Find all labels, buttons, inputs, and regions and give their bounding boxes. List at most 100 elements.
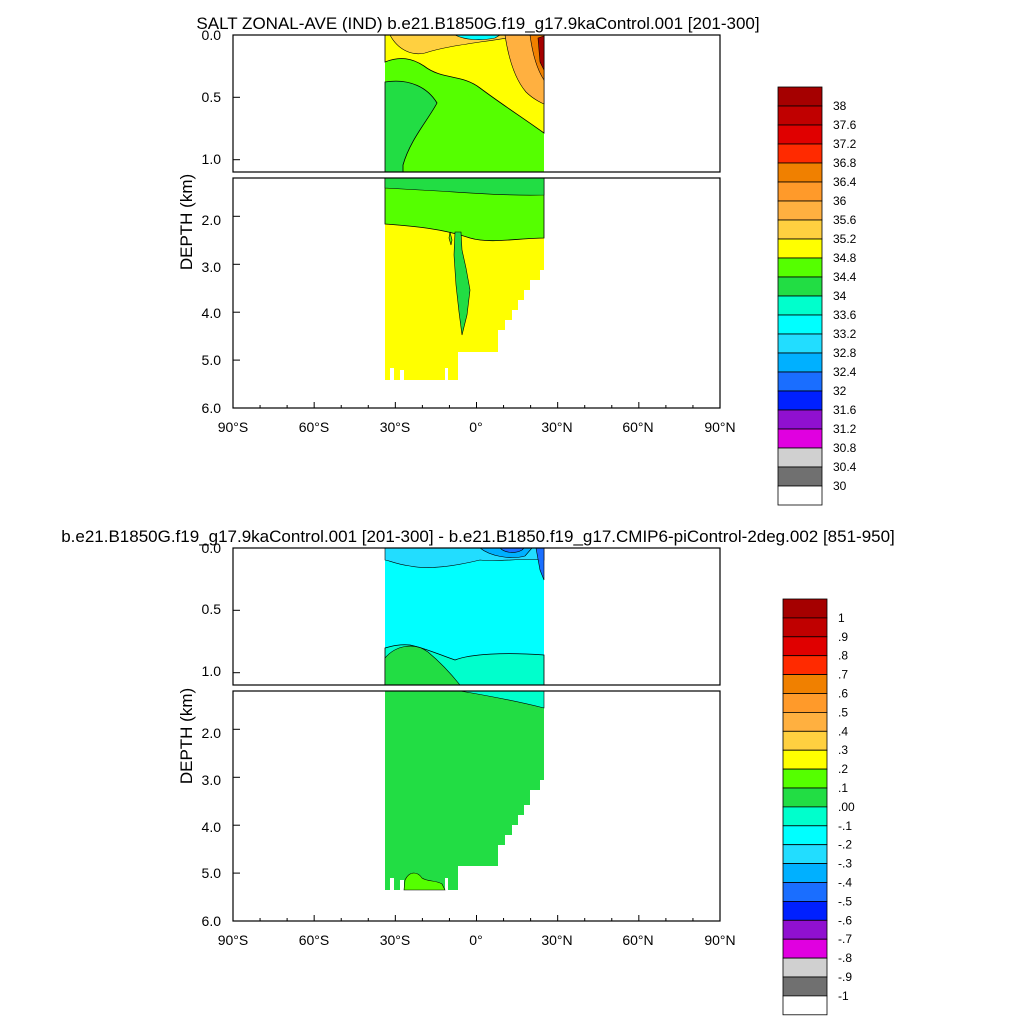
- colorbar-segment: [777, 352, 823, 373]
- contour-region: [537, 35, 545, 71]
- salt-zonal-average-panel: SALT ZONAL-AVE (IND) b.e21.B1850G.f19_g1…: [177, 14, 857, 506]
- x-tick-label: 30°N: [541, 419, 572, 435]
- colorbar-segment: [777, 143, 823, 164]
- colorbar-label: .9: [838, 630, 848, 644]
- x-tick-label: 30°S: [380, 419, 411, 435]
- y-tick-label: 1.0: [202, 663, 222, 679]
- x-tick-label: 60°N: [622, 932, 653, 948]
- colorbar-segment: [777, 86, 823, 107]
- colorbar-label: 31.2: [833, 422, 857, 436]
- contour-region: [459, 690, 545, 709]
- chart-title: SALT ZONAL-AVE (IND) b.e21.B1850G.f19_g1…: [196, 14, 759, 33]
- colorbar-segment: [777, 371, 823, 392]
- x-tick-label: 90°S: [218, 932, 249, 948]
- colorbar-label: -.4: [838, 876, 852, 890]
- contour-region: [384, 177, 545, 196]
- y-tick-label: 5.0: [202, 352, 222, 368]
- colorbar-label: .4: [838, 724, 848, 738]
- contour-region: [384, 645, 461, 686]
- colorbar-label: 34: [833, 289, 847, 303]
- contour-region: [453, 231, 471, 336]
- upper-plot-frame: [232, 34, 721, 173]
- colorbar-label: -.7: [838, 932, 852, 946]
- y-axis-label: DEPTH (km): [177, 688, 196, 784]
- x-tick-label: 0°: [469, 419, 482, 435]
- x-tick-label: 60°S: [299, 932, 330, 948]
- colorbar-segment: [782, 749, 828, 770]
- y-tick-label: 2.0: [202, 212, 222, 228]
- y-tick-label: 0.5: [202, 601, 222, 617]
- y-tick-marks: [233, 34, 240, 409]
- y-tick-label: 3.0: [202, 772, 222, 788]
- contour-region: [454, 34, 502, 40]
- plot-area-upper: [232, 34, 721, 173]
- colorbar-segment: [782, 938, 828, 959]
- colorbar-label: -.3: [838, 857, 852, 871]
- y-axis-label: DEPTH (km): [177, 174, 196, 270]
- x-tick-label: 90°N: [704, 419, 735, 435]
- y-tick-label: 2.0: [202, 725, 222, 741]
- colorbar-segment: [777, 466, 823, 487]
- colorbar-label: 38: [833, 99, 847, 113]
- colorbar-segment: [777, 333, 823, 354]
- colorbar-segment: [782, 844, 828, 865]
- colorbar-segment: [782, 806, 828, 827]
- y-tick-label: 6.0: [202, 913, 222, 929]
- colorbar-label: 32.8: [833, 346, 857, 360]
- x-tick-label: 90°S: [218, 419, 249, 435]
- colorbar-label: .6: [838, 687, 848, 701]
- x-tick-label: 90°N: [704, 932, 735, 948]
- colorbar-label: 36.4: [833, 175, 857, 189]
- y-tick-label: 1.0: [202, 151, 222, 167]
- colorbar-label: .1: [838, 781, 848, 795]
- x-axis: 90°S 60°S 30°S 0° 30°N 60°N 90°N: [218, 402, 736, 435]
- colorbar-label: -.9: [838, 970, 852, 984]
- colorbar-label: 36: [833, 194, 847, 208]
- y-tick-label: 0.5: [202, 89, 222, 105]
- colorbar-segment: [777, 181, 823, 202]
- colorbar-segment: [777, 124, 823, 145]
- colorbar-label: 34.4: [833, 270, 857, 284]
- colorbar-label: -.8: [838, 951, 852, 965]
- x-tick-marks: [232, 402, 721, 408]
- colorbar-segment: [782, 674, 828, 694]
- colorbar-segment: [782, 901, 828, 921]
- colorbar-label: .7: [838, 668, 848, 682]
- colorbar-label: 30.8: [833, 441, 857, 455]
- colorbar-segment: [777, 276, 823, 297]
- colorbar-segment: [777, 447, 823, 468]
- salt-difference-panel: b.e21.B1850G.f19_g17.9kaControl.001 [201…: [61, 527, 895, 1016]
- colorbar-segment: [782, 882, 828, 902]
- upper-plot-frame: [232, 547, 721, 686]
- colorbar-segment: [782, 636, 828, 657]
- colorbar-segment: [777, 485, 823, 506]
- colorbar-label: -.5: [838, 894, 852, 908]
- colorbar-label: 34.8: [833, 251, 857, 265]
- colorbar-label: .5: [838, 705, 848, 719]
- colorbar-label: .3: [838, 743, 848, 757]
- colorbar-label: .8: [838, 649, 848, 663]
- colorbar-segment: [782, 957, 828, 978]
- colorbar-label: 33.6: [833, 308, 857, 322]
- colorbar-label: 30: [833, 479, 847, 493]
- plot-area-lower: [232, 690, 721, 922]
- y-tick-label: 0.0: [202, 540, 222, 556]
- colorbar-segment: [777, 200, 823, 221]
- y-tick-label: 5.0: [202, 865, 222, 881]
- colorbar: 1 .9 .8 .7 .6 .5 .4 .3 .2 .1 .00 -.1 -.2 -.3 -.4 -.5 -.6…: [782, 598, 855, 1016]
- y-tick-label: 6.0: [202, 400, 222, 416]
- colorbar-segment: [782, 617, 828, 638]
- colorbar-label: 1: [838, 611, 845, 625]
- colorbar-segment: [782, 768, 828, 789]
- colorbar: 38 37.6 37.2 36.8 36.4 36 35.6 35.2 34.8 34.4 34 33…: [777, 86, 857, 506]
- colorbar-segment: [782, 976, 828, 997]
- x-tick-label: 0°: [469, 932, 482, 948]
- plot-area-lower: [232, 177, 721, 409]
- contour-region: [448, 231, 453, 246]
- colorbar-segment: [777, 162, 823, 183]
- y-tick-label: 4.0: [202, 305, 222, 321]
- colorbar-segment: [777, 409, 823, 430]
- colorbar-segment: [777, 390, 823, 411]
- colorbar-segment: [782, 712, 828, 732]
- contour-region: [384, 34, 545, 134]
